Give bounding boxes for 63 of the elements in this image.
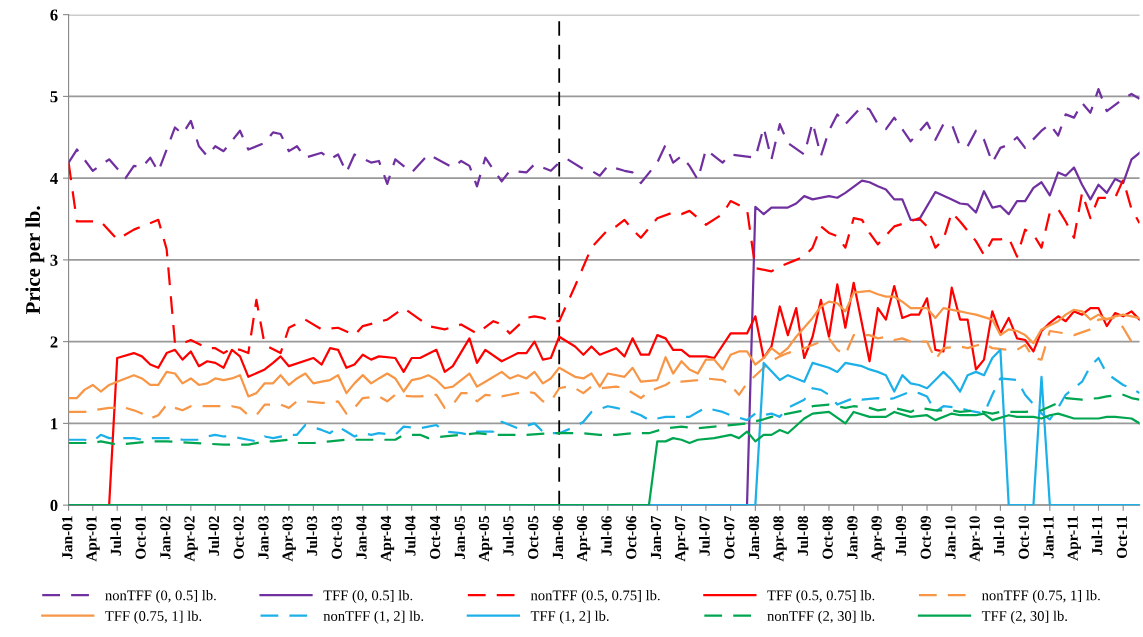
y-tick-label: 0 bbox=[50, 499, 58, 512]
y-tick-label: 3 bbox=[50, 254, 58, 266]
x-tick-label: Jan-07 bbox=[650, 515, 662, 560]
legend-label: nonTFF (2, 30] lb. bbox=[767, 610, 875, 624]
x-tick-label: Apr-11 bbox=[1067, 516, 1081, 561]
x-tick-label: Oct-05 bbox=[528, 516, 539, 559]
x-tick-label: Oct-10 bbox=[1018, 516, 1029, 559]
x-tick-label: Apr-09 bbox=[871, 516, 885, 562]
x-tick-label: Oct-01 bbox=[135, 516, 146, 559]
x-tick-label: Jul-10 bbox=[993, 516, 1005, 556]
x-tick-label: Apr-02 bbox=[184, 516, 198, 562]
y-tick-label: 4 bbox=[50, 172, 58, 184]
legend-label: TFF (2, 30] lb. bbox=[981, 610, 1067, 624]
x-tick-label: Apr-01 bbox=[86, 516, 100, 562]
y-tick-label: 1 bbox=[51, 418, 58, 430]
x-tick-label: Oct-11 bbox=[1116, 516, 1128, 559]
x-tick-label: Oct-03 bbox=[331, 516, 342, 559]
x-tick-label: Jan-03 bbox=[258, 516, 269, 560]
x-tick-label: Apr-10 bbox=[969, 516, 983, 562]
x-tick-label: Apr-04 bbox=[380, 515, 395, 562]
x-tick-label: Jul-05 bbox=[502, 516, 514, 556]
x-tick-label: Oct-02 bbox=[233, 516, 244, 559]
x-tick-label: Jul-07 bbox=[698, 515, 710, 556]
x-tick-label: Jan-06 bbox=[552, 516, 564, 560]
x-tick-label: Jul-01 bbox=[110, 516, 122, 556]
x-tick-label: Jan-08 bbox=[748, 516, 760, 560]
y-tick-label: 5 bbox=[50, 91, 58, 103]
x-tick-label: Apr-07 bbox=[674, 515, 689, 562]
x-tick-label: Jan-11 bbox=[1043, 516, 1054, 559]
x-tick-label: Jul-08 bbox=[797, 516, 809, 556]
x-tick-label: Jul-02 bbox=[208, 516, 220, 556]
legend-label: nonTFF (1, 2] lb. bbox=[323, 610, 424, 624]
legend-label: TFF (0.5, 0.75] lb. bbox=[767, 590, 875, 604]
x-tick-label: Oct-09 bbox=[920, 516, 931, 559]
x-tick-label: Jan-04 bbox=[356, 515, 367, 560]
x-tick-label: Jan-02 bbox=[160, 516, 171, 560]
legend-label: nonTFF (0.5, 0.75] lb. bbox=[530, 590, 660, 604]
x-tick-label: Apr-08 bbox=[773, 516, 787, 562]
y-axis-title: Price per lb. bbox=[25, 206, 45, 315]
x-tick-label: Jan-05 bbox=[454, 516, 465, 560]
legend-label: nonTFF (0.75, 1] lb. bbox=[981, 590, 1100, 604]
legend-label: TFF (1, 2] lb. bbox=[530, 610, 609, 624]
x-tick-label: Jul-06 bbox=[600, 516, 612, 556]
x-tick-label: Oct-08 bbox=[822, 516, 833, 559]
x-tick-label: Jan-01 bbox=[62, 516, 73, 560]
x-tick-label: Jul-03 bbox=[306, 516, 318, 556]
legend-label: TFF (0, 0.5] lb. bbox=[323, 590, 413, 604]
x-tick-label: Oct-04 bbox=[429, 515, 441, 559]
x-tick-label: Jul-04 bbox=[404, 515, 416, 556]
x-tick-label: Oct-07 bbox=[724, 515, 735, 559]
x-tick-label: Jan-09 bbox=[847, 516, 858, 560]
x-tick-label: Jul-11 bbox=[1091, 516, 1103, 555]
x-tick-label: Jul-09 bbox=[895, 516, 907, 556]
x-tick-label: Apr-05 bbox=[478, 516, 493, 562]
x-tick-label: Apr-06 bbox=[576, 516, 591, 562]
x-tick-label: Apr-03 bbox=[282, 516, 296, 562]
x-tick-label: Jan-10 bbox=[945, 516, 956, 560]
line-series bbox=[68, 87, 1140, 188]
y-tick-label: 6 bbox=[50, 9, 58, 21]
y-tick-label: 2 bbox=[50, 336, 58, 348]
legend-label: TFF (0.75, 1] lb. bbox=[105, 610, 202, 624]
legend-label: nonTFF (0, 0.5] lb. bbox=[105, 590, 216, 604]
x-tick-label: Oct-06 bbox=[626, 516, 637, 559]
